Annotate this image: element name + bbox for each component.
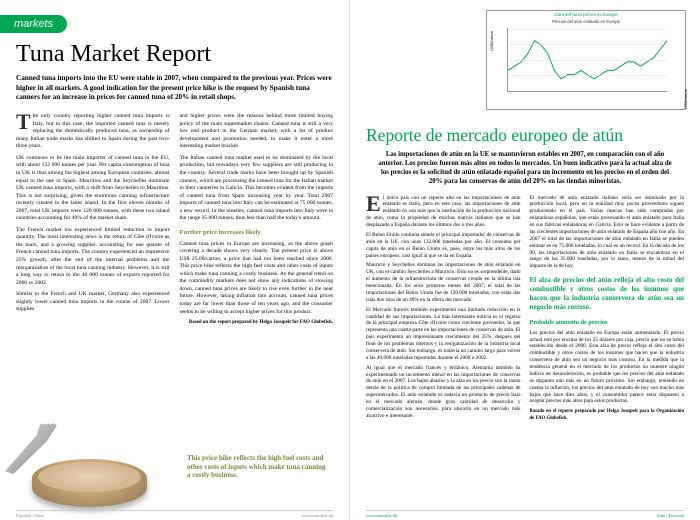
subhead-es: Probable aumento de precios <box>530 319 685 327</box>
credit-en: Based on the report prepared by Helga Jo… <box>180 320 334 327</box>
footer-r2: Atún | Eurofish <box>656 513 684 518</box>
ep5: Al igual que el mercado francés y britán… <box>366 365 521 420</box>
p6: The Italian canned tuna market used to b… <box>180 155 334 223</box>
left-page: markets Tuna Market Report Canned tuna i… <box>0 0 350 520</box>
body-columns-en: The only country reporting higher canned… <box>16 113 333 327</box>
footer-l1: Eurofish | Tuna <box>16 513 44 518</box>
ep7: Los precios del atún enlatado en Europa … <box>530 330 685 406</box>
chart-plot-area <box>507 28 667 92</box>
footer-l2: www.eurofish.dk <box>366 513 397 518</box>
y-label-r: US$/cartón <box>683 89 688 109</box>
ep2: El Reino Unido continúa siendo el princi… <box>366 232 521 260</box>
p4: Similar to the French and UK market, Ger… <box>16 291 170 314</box>
col2-es: El mercado de atún enlatado italiano sol… <box>530 195 685 422</box>
p2: UK continues to be the main importer of … <box>16 155 170 223</box>
callout-en: This price hike reflects the high fuel c… <box>187 454 327 480</box>
footer-left: Eurofish | Tuna www.eurofish.dk <box>16 510 333 518</box>
title-es: Reporte de mercado europeo de atún <box>366 126 684 145</box>
ep4: El Mercado francés también experimentó u… <box>366 307 521 362</box>
chart-line <box>508 28 667 92</box>
tuna-can-icon <box>32 459 147 507</box>
title-en: Tuna Market Report <box>16 41 333 68</box>
col2-en: and higher prices were the reasons behin… <box>180 113 334 327</box>
credit-es: Basado en el reporte preparado por Helga… <box>530 409 685 421</box>
ep1: El único país con un reporte alto en las… <box>366 195 521 229</box>
y-label-l: US$/carton <box>489 31 494 51</box>
body-columns-es: El único país con un reporte alto en las… <box>366 195 684 422</box>
p7: Canned tuna prices in Europe are increas… <box>180 241 334 316</box>
footer-r1: www.eurofish.dk <box>302 513 333 518</box>
subhead-en: Further price increases likely <box>180 229 334 238</box>
footer-right: www.eurofish.dk Atún | Eurofish <box>366 510 684 518</box>
right-page: Canned tuna prices in Europe Precios del… <box>350 0 700 520</box>
intro-en: Canned tuna imports into the EU were sta… <box>16 74 333 103</box>
p3: The French market too experienced limite… <box>16 227 170 287</box>
col1-en: The only country reporting higher canned… <box>16 113 170 327</box>
ep3: Mauricio y Seychelles dominan las import… <box>366 262 521 303</box>
price-chart: Canned tuna prices in Europe Precios del… <box>486 10 686 110</box>
p1: The only country reporting higher canned… <box>16 113 170 151</box>
intro-es: Las importaciones de atún en la UE se ma… <box>366 151 684 186</box>
callout-es: El alza de precios del atún refleja el a… <box>530 276 685 312</box>
section-tab: markets <box>0 15 67 33</box>
p5: and higher prices were the reasons behin… <box>180 113 334 151</box>
tuna-image <box>10 422 165 512</box>
chart-subtitle: Precios del atún enlatado en Europa <box>487 19 685 24</box>
col1-es: El único país con un reporte alto en las… <box>366 195 521 422</box>
ep6: El mercado de atún enlatado italiano sol… <box>530 195 685 271</box>
